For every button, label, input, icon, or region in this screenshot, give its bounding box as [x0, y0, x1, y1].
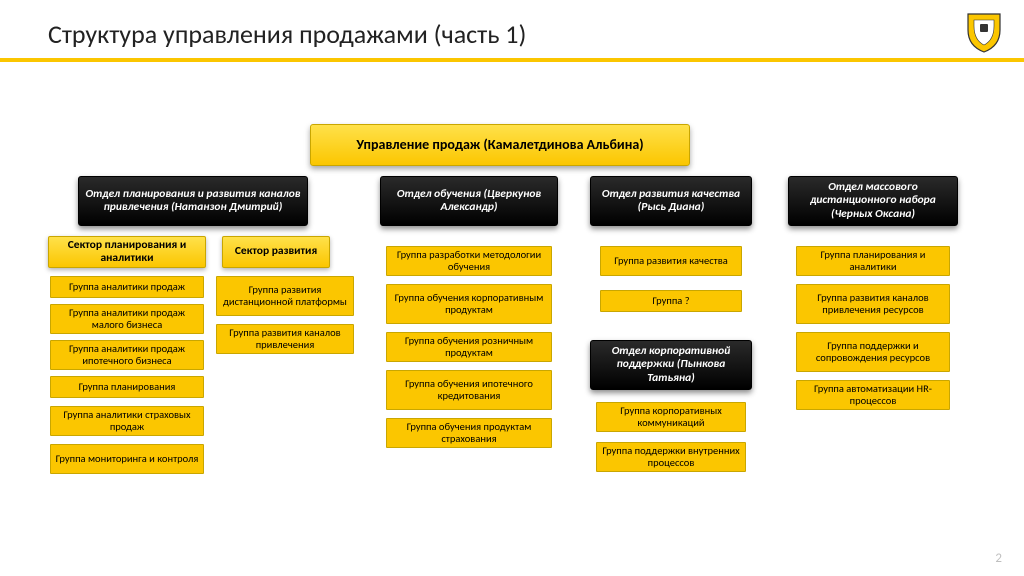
org-group-1-4: Группа обучения продуктам страхования — [386, 418, 552, 448]
org-group-0-1-1: Группа развития каналов привлечения — [216, 324, 354, 354]
page-number: 2 — [995, 551, 1002, 566]
org-root: Управление продаж (Камалетдинова Альбина… — [310, 124, 690, 166]
org-group-3-0: Группа корпоративных коммуникаций — [596, 402, 746, 432]
org-dept-0: Отдел планирования и развития каналов пр… — [78, 176, 308, 226]
org-dept-4: Отдел массового дистанционного набора (Ч… — [788, 176, 958, 226]
org-group-0-1-0: Группа развития дистанционной платформы — [216, 276, 354, 316]
org-group-0-0-0: Группа аналитики продаж — [50, 276, 204, 298]
org-group-0-0-1: Группа аналитики продаж малого бизнеса — [50, 304, 204, 334]
org-group-0-0-5: Группа мониторинга и контроля — [50, 444, 204, 474]
org-sector-0-1: Сектор развития — [222, 236, 330, 268]
slide-header: Структура управления продажами (часть 1) — [0, 0, 1024, 58]
org-dept-2: Отдел развития качества (Рысь Диана) — [590, 176, 752, 226]
org-group-3-1: Группа поддержки внутренних процессов — [596, 442, 746, 472]
org-group-2-1: Группа ? — [600, 290, 742, 312]
org-dept-3: Отдел корпоративной поддержки (Пынкова Т… — [590, 340, 752, 390]
org-group-1-0: Группа разработки методологии обучения — [386, 246, 552, 276]
org-group-4-0: Группа планирования и аналитики — [796, 246, 950, 276]
org-group-1-1: Группа обучения корпоративным продуктам — [386, 284, 552, 324]
org-group-2-0: Группа развития качества — [600, 246, 742, 276]
org-chart-canvas: Управление продаж (Камалетдинова Альбина… — [0, 62, 1024, 68]
org-group-1-3: Группа обучения ипотечного кредитования — [386, 370, 552, 410]
org-dept-1: Отдел обучения (Цверкунов Александр) — [380, 176, 558, 226]
org-group-4-3: Группа автоматизации HR-процессов — [796, 380, 950, 410]
org-sector-0-0: Сектор планирования и аналитики — [48, 236, 206, 268]
org-group-1-2: Группа обучения розничным продуктам — [386, 332, 552, 362]
org-group-0-0-4: Группа аналитики страховых продаж — [50, 406, 204, 436]
org-group-4-1: Группа развития каналов привлечения ресу… — [796, 284, 950, 324]
brand-logo — [962, 10, 1006, 54]
org-group-0-0-2: Группа аналитики продаж ипотечного бизне… — [50, 340, 204, 370]
page-title: Структура управления продажами (часть 1) — [48, 18, 1024, 50]
org-group-0-0-3: Группа планирования — [50, 376, 204, 398]
org-group-4-2: Группа поддержки и сопровождения ресурсо… — [796, 332, 950, 372]
